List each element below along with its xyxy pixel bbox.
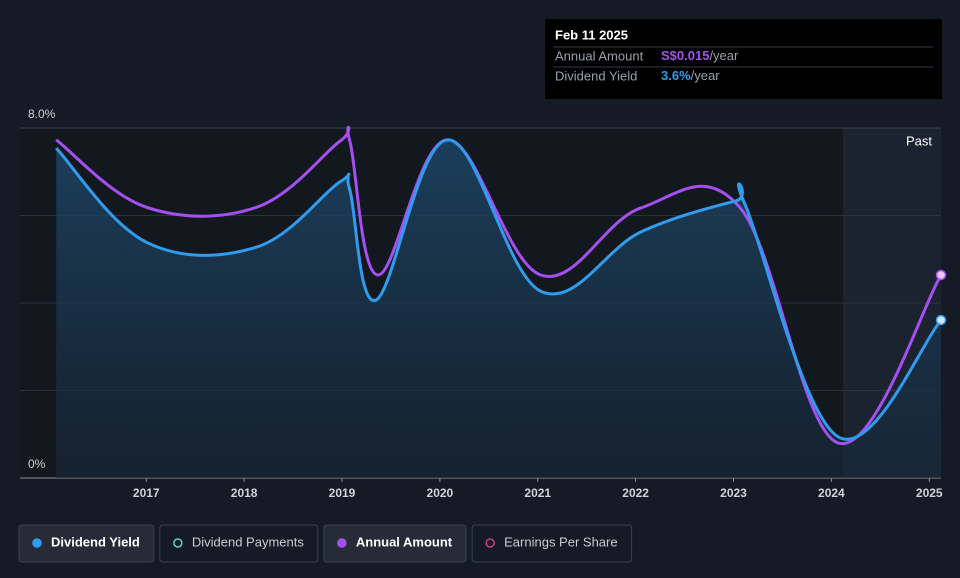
tooltip: Feb 11 2025 Annual Amount S$0.015/year Divi… bbox=[545, 19, 942, 99]
y-tick-label: 8.0% bbox=[28, 107, 56, 121]
tooltip-value: S$0.015/year bbox=[661, 48, 739, 63]
region-label: Past bbox=[906, 133, 932, 148]
legend-marker bbox=[173, 538, 183, 548]
tooltip-value-unit: /year bbox=[709, 48, 739, 63]
x-tick-label: 2020 bbox=[427, 486, 454, 500]
legend-button bbox=[471, 524, 633, 563]
x-tick-label: 2023 bbox=[720, 486, 747, 500]
legend-marker bbox=[485, 538, 495, 548]
legend-item[interactable]: Dividend Payments bbox=[159, 524, 319, 563]
legend-button bbox=[323, 524, 467, 563]
end-marker bbox=[935, 314, 947, 326]
legend-label: Dividend Payments bbox=[192, 534, 304, 549]
line bbox=[55, 138, 943, 441]
legend-button bbox=[159, 524, 319, 563]
legend-item[interactable]: Dividend Yield bbox=[18, 524, 155, 563]
x-tick-label: 2025 bbox=[916, 486, 943, 500]
tooltip-label: Annual Amount bbox=[555, 48, 644, 63]
tooltip-value-number: 3.6% bbox=[661, 68, 691, 83]
x-tick-label: 2019 bbox=[329, 486, 356, 500]
area bbox=[56, 139, 941, 479]
x-tick-label: 2021 bbox=[524, 486, 551, 500]
x-tick-label: 2022 bbox=[622, 486, 649, 500]
x-tick-label: 2017 bbox=[133, 486, 160, 500]
tooltip-label: Dividend Yield bbox=[555, 68, 637, 83]
legend-label: Dividend Yield bbox=[51, 534, 140, 549]
tooltip-date: Feb 11 2025 bbox=[555, 27, 628, 42]
tooltip-value-unit: /year bbox=[691, 68, 721, 83]
legend-marker bbox=[32, 538, 42, 548]
legend-label: Earnings Per Share bbox=[504, 534, 617, 549]
y-tick-label: 0% bbox=[28, 457, 46, 471]
legend-label: Annual Amount bbox=[356, 534, 453, 549]
end-marker bbox=[935, 269, 947, 281]
legend-marker bbox=[337, 538, 347, 548]
legend-button bbox=[18, 524, 155, 563]
tooltip-box bbox=[545, 19, 942, 99]
legend-item[interactable]: Annual Amount bbox=[323, 524, 467, 563]
legend-item[interactable]: Earnings Per Share bbox=[471, 524, 633, 563]
x-tick-label: 2024 bbox=[818, 486, 845, 500]
tooltip-value-number: S$0.015 bbox=[661, 48, 709, 63]
x-tick-label: 2018 bbox=[231, 486, 258, 500]
tooltip-value: 3.6%/year bbox=[661, 68, 720, 83]
